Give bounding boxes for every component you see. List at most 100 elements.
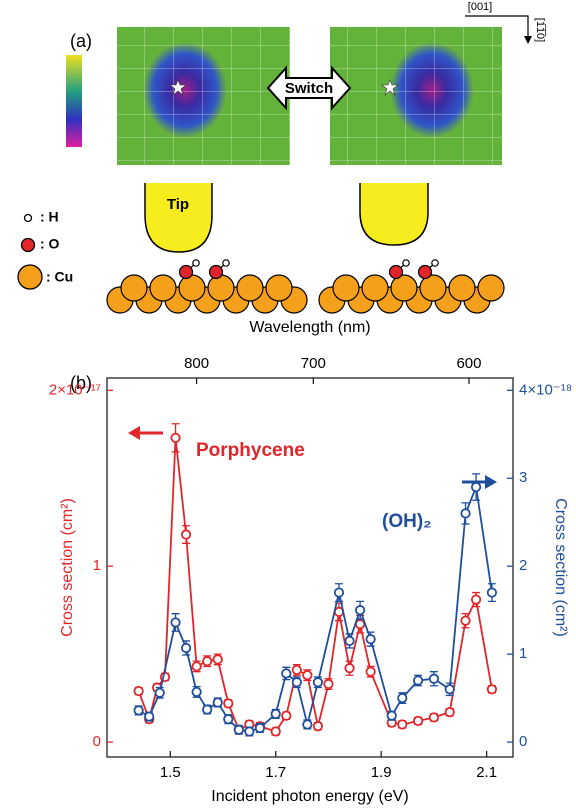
y2-tick-label: 0 [519,733,527,750]
direction-arrows [465,15,529,40]
data-point [428,712,440,723]
cu-atom [178,274,206,302]
data-point [323,678,334,690]
direction-y: [1̅1̅0] [534,18,546,42]
data-point [460,615,471,626]
h-atom [192,259,200,267]
y-tick-label: 0 [93,733,101,750]
legend-h [23,213,33,223]
data-point [333,587,345,598]
o-atom [178,264,194,280]
x2-tick-label: 600 [456,355,481,372]
x-axis-label: Incident photon energy (eV) [211,788,408,805]
data-point [397,692,408,704]
data-point [291,677,302,688]
data-point [312,677,324,688]
y2-tick-label: 3 [519,469,527,486]
star [381,79,399,96]
o-atom [208,264,224,280]
data-point [365,634,376,645]
cu-atom [390,274,418,302]
switch-arrow [266,65,352,111]
x-tick-label: 2.1 [476,764,497,781]
data-point [180,642,192,654]
data-point [212,697,223,708]
x-tick-label: 1.9 [371,764,392,781]
data-point [344,635,355,647]
panel-label: (a) [70,31,92,51]
y-tick-label: 2×10⁻¹⁷ [49,381,101,398]
cu-atom [477,274,505,302]
data-point [154,687,165,698]
data-point [344,663,355,674]
o-atom [388,264,404,280]
legend-label: : H [40,209,59,225]
y-tick-label: 1 [93,557,101,574]
legend-cu [17,264,43,290]
data-point [281,668,292,679]
legend-label: : Cu [46,269,73,285]
data-point [212,654,223,665]
data-point [302,670,313,681]
panel-label: (b) [70,373,92,393]
data-point [133,685,144,697]
arrow-head [485,475,497,489]
legend-o [20,237,36,253]
data-point [470,481,482,493]
colorbar [66,55,82,147]
data-point [354,605,366,616]
plot-frame [106,377,514,758]
tip [359,183,429,246]
data-point [312,721,324,732]
arrow-head [128,426,140,440]
data-point [233,724,244,735]
data-point [412,675,424,686]
data-point [486,684,498,695]
h-atom [431,259,439,267]
tip-label: Tip [167,196,189,213]
h-atom [402,259,410,267]
data-point [444,707,455,718]
data-point [486,587,498,598]
data-point [180,529,192,540]
y2-tick-label: 4×10⁻¹⁸ [519,381,572,398]
panel-a: (a) Switch High Low [001] [1̅1̅0] Tip : … [17,1,546,314]
x-tick-label: 1.5 [160,764,181,781]
data-point [170,617,181,628]
data-point [191,661,202,672]
tip [144,183,213,253]
cu-atom [207,274,235,302]
cu-atom [448,274,476,302]
data-point [302,719,313,730]
data-point [470,594,482,605]
data-point [460,508,471,519]
cu-atom [149,274,177,302]
data-point [170,432,181,443]
arrow-head [524,36,532,44]
grid [117,27,290,165]
data-point [365,666,376,677]
surface [106,259,505,314]
data-point [202,704,213,715]
panel-b: (b) 1.5 1.7 1.9 2.1 800 700 600 0 1 2×10⁻¹⁷ 0 1 2 3 4×… [49,319,572,805]
cu-atom [419,274,447,302]
data-point [281,710,292,721]
data-point [270,726,281,737]
o-atom [417,264,433,280]
data-point [144,711,155,722]
grid [330,27,502,165]
x2-tick-label: 800 [184,355,209,372]
y2-tick-label: 2 [519,557,527,574]
data-point [191,686,202,698]
x-tick-label: 1.7 [265,764,286,781]
cu-atom [332,274,360,302]
x2-axis-label: Wavelength (nm) [249,319,370,336]
legend-label: : O [40,236,60,252]
data-point [444,684,455,695]
data-point [133,705,144,716]
cu-atom [361,274,389,302]
data-point [202,656,213,667]
y-axis-label: Cross section (cm²) [59,498,76,637]
h-atom [222,259,230,267]
